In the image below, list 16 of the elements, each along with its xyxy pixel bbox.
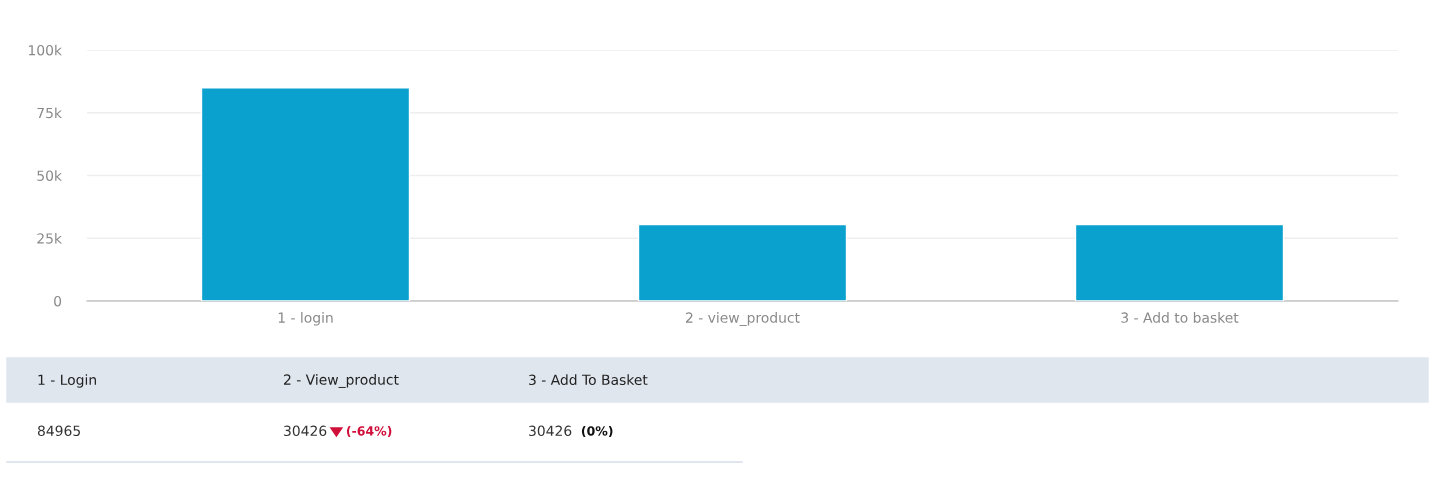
text: (-64%) bbox=[346, 425, 392, 438]
y-tick-label: 25k bbox=[37, 232, 62, 244]
text: 1 - Login bbox=[38, 374, 96, 388]
text: (0%) bbox=[581, 425, 613, 438]
text: 2 - View_product bbox=[284, 374, 399, 388]
y-tick-label: 75k bbox=[37, 107, 62, 119]
y-tick-label: 100k bbox=[28, 44, 62, 56]
y-tick-label: 0 bbox=[54, 295, 62, 307]
x-tick-label: 3 - Add to basket bbox=[1121, 312, 1239, 323]
y-tick-label: 50k bbox=[37, 170, 62, 181]
text: 30426 bbox=[284, 425, 327, 437]
x-tick-label: 1 - login bbox=[278, 312, 333, 326]
text: 3 - Add To Basket bbox=[529, 374, 648, 386]
text: 84965 bbox=[37, 425, 80, 437]
x-tick-label: 2 - view_product bbox=[686, 312, 800, 326]
text: 30426 bbox=[529, 425, 572, 437]
